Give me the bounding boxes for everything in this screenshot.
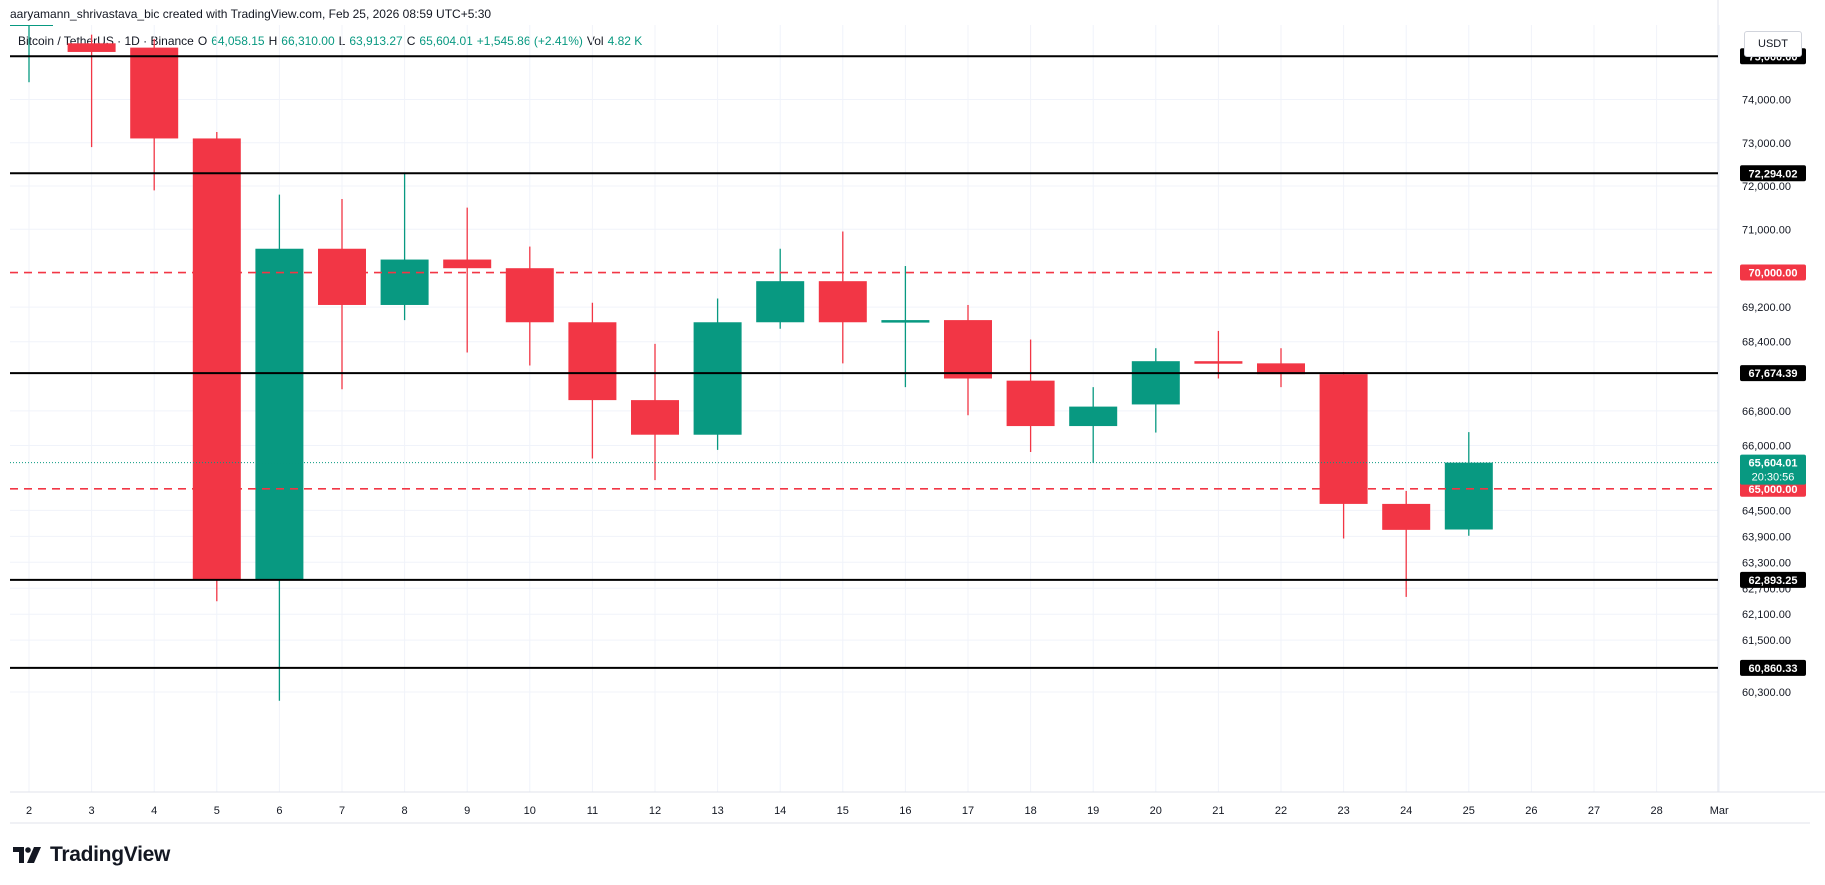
low-value: 63,913.27 — [349, 34, 403, 48]
candle-body-down[interactable] — [818, 281, 867, 323]
y-tick-label: 60,300.00 — [1742, 687, 1791, 699]
x-tick-label: 22 — [1275, 805, 1287, 817]
y-tick-label: 66,800.00 — [1742, 406, 1791, 418]
level-price-label: 67,674.39 — [1749, 368, 1798, 380]
x-tick-label: 2 — [26, 805, 32, 817]
open-value: 64,058.15 — [211, 34, 265, 48]
level-price-tag — [1740, 365, 1806, 382]
candle-body-up[interactable] — [5, 22, 53, 26]
x-tick-label: 13 — [711, 805, 723, 817]
x-tick-label: 4 — [151, 805, 157, 817]
last-price-tag — [1740, 454, 1806, 485]
x-tick-label: 8 — [402, 805, 408, 817]
y-tick-label: 63,300.00 — [1742, 557, 1791, 569]
open-label: O — [197, 34, 208, 48]
y-tick-label: 71,000.00 — [1742, 224, 1791, 236]
close-value: 65,604.01 — [419, 34, 473, 48]
x-tick-label: 16 — [899, 805, 911, 817]
candles-group — [5, 22, 1493, 701]
x-tick-label: 6 — [276, 805, 282, 817]
candle-body-up[interactable] — [693, 322, 742, 435]
level-price-label: 60,860.33 — [1749, 663, 1798, 675]
x-tick-label: Mar — [1710, 805, 1729, 817]
x-tick-label: 10 — [524, 805, 536, 817]
x-tick-label: 7 — [339, 805, 345, 817]
x-tick-label: 28 — [1650, 805, 1662, 817]
y-tick-label: 61,500.00 — [1742, 635, 1791, 647]
candle-body-down[interactable] — [67, 43, 116, 52]
volume-label: Vol — [586, 34, 604, 48]
bar-countdown-label: 20:30:56 — [1752, 472, 1795, 484]
level-price-tag — [1740, 659, 1806, 676]
y-tick-label: 68,400.00 — [1742, 337, 1791, 349]
symbol-title[interactable]: Bitcoin / TetherUS · 1D · Binance — [18, 34, 194, 48]
chart-attribution: aaryamann_shrivastava_bic created with T… — [10, 7, 492, 21]
candle-body-down[interactable] — [130, 47, 179, 139]
y-tick-label: 72,000.00 — [1742, 181, 1791, 193]
y-tick-label: 73,000.00 — [1742, 138, 1791, 150]
level-price-label: 65,000.00 — [1749, 484, 1798, 496]
y-tick-label: 63,900.00 — [1742, 531, 1791, 543]
candle-body-up[interactable] — [255, 248, 304, 581]
x-tick-label: 23 — [1337, 805, 1349, 817]
candle-body-down[interactable] — [631, 400, 679, 435]
candle-body-up[interactable] — [1069, 406, 1118, 427]
x-tick-label: 12 — [649, 805, 661, 817]
candle-body-down[interactable] — [1319, 374, 1368, 504]
high-value: 66,310.00 — [281, 34, 335, 48]
x-tick-label: 9 — [464, 805, 470, 817]
x-tick-label: 14 — [774, 805, 786, 817]
level-price-label: 72,294.02 — [1749, 168, 1798, 180]
candle-body-up[interactable] — [756, 281, 805, 323]
candle-body-down[interactable] — [192, 138, 241, 581]
candle-body-down[interactable] — [568, 322, 617, 401]
tradingview-logo-icon — [13, 847, 41, 863]
x-tick-label: 3 — [89, 805, 95, 817]
x-tick-label: 11 — [587, 805, 598, 817]
symbol-legend: Bitcoin / TetherUS · 1D · Binance O 64,05… — [18, 34, 642, 48]
level-price-label: 70,000.00 — [1749, 268, 1798, 280]
currency-selector[interactable]: USDT — [1744, 31, 1802, 57]
level-price-tag — [1740, 571, 1806, 588]
last-price-label: 65,604.01 — [1749, 458, 1798, 470]
candle-body-up[interactable] — [881, 320, 930, 323]
brand-name: TradingView — [50, 843, 171, 866]
level-price-tag — [1740, 165, 1806, 182]
candle-body-up[interactable] — [1444, 462, 1493, 530]
candle-body-down[interactable] — [1194, 361, 1243, 364]
y-tick-label: 62,100.00 — [1742, 609, 1791, 621]
candle-body-down[interactable] — [944, 320, 992, 379]
y-tick-label: 69,200.00 — [1742, 302, 1791, 314]
x-tick-label: 24 — [1400, 805, 1412, 817]
x-tick-label: 19 — [1087, 805, 1099, 817]
candle-body-down[interactable] — [443, 259, 492, 269]
high-label: H — [268, 34, 278, 48]
candle-body-down[interactable] — [1006, 380, 1055, 427]
candle-body-up[interactable] — [1131, 361, 1180, 405]
tradingview-brand[interactable]: TradingView — [12, 843, 170, 867]
x-tick-label: 27 — [1588, 805, 1600, 817]
x-tick-label: 21 — [1212, 805, 1224, 817]
candle-body-down[interactable] — [318, 248, 366, 305]
x-tick-label: 25 — [1463, 805, 1475, 817]
close-label: C — [406, 34, 416, 48]
candle-body-down[interactable] — [1257, 363, 1305, 375]
level-price-label: 62,893.25 — [1749, 575, 1798, 587]
x-tick-label: 17 — [962, 805, 974, 817]
volume-value: 4.82 K — [607, 34, 643, 48]
x-tick-label: 18 — [1024, 805, 1036, 817]
x-tick-label: 5 — [214, 805, 220, 817]
x-tick-label: 20 — [1150, 805, 1162, 817]
candle-body-down[interactable] — [1382, 503, 1431, 530]
y-tick-label: 64,500.00 — [1742, 505, 1791, 517]
candle-body-up[interactable] — [380, 259, 429, 305]
y-tick-label: 66,000.00 — [1742, 441, 1791, 453]
y-tick-label: 74,000.00 — [1742, 95, 1791, 107]
x-tick-label: 15 — [837, 805, 849, 817]
level-price-tag — [1740, 480, 1806, 497]
x-tick-label: 26 — [1525, 805, 1537, 817]
candle-body-down[interactable] — [505, 268, 554, 323]
level-price-tag — [1740, 264, 1806, 281]
